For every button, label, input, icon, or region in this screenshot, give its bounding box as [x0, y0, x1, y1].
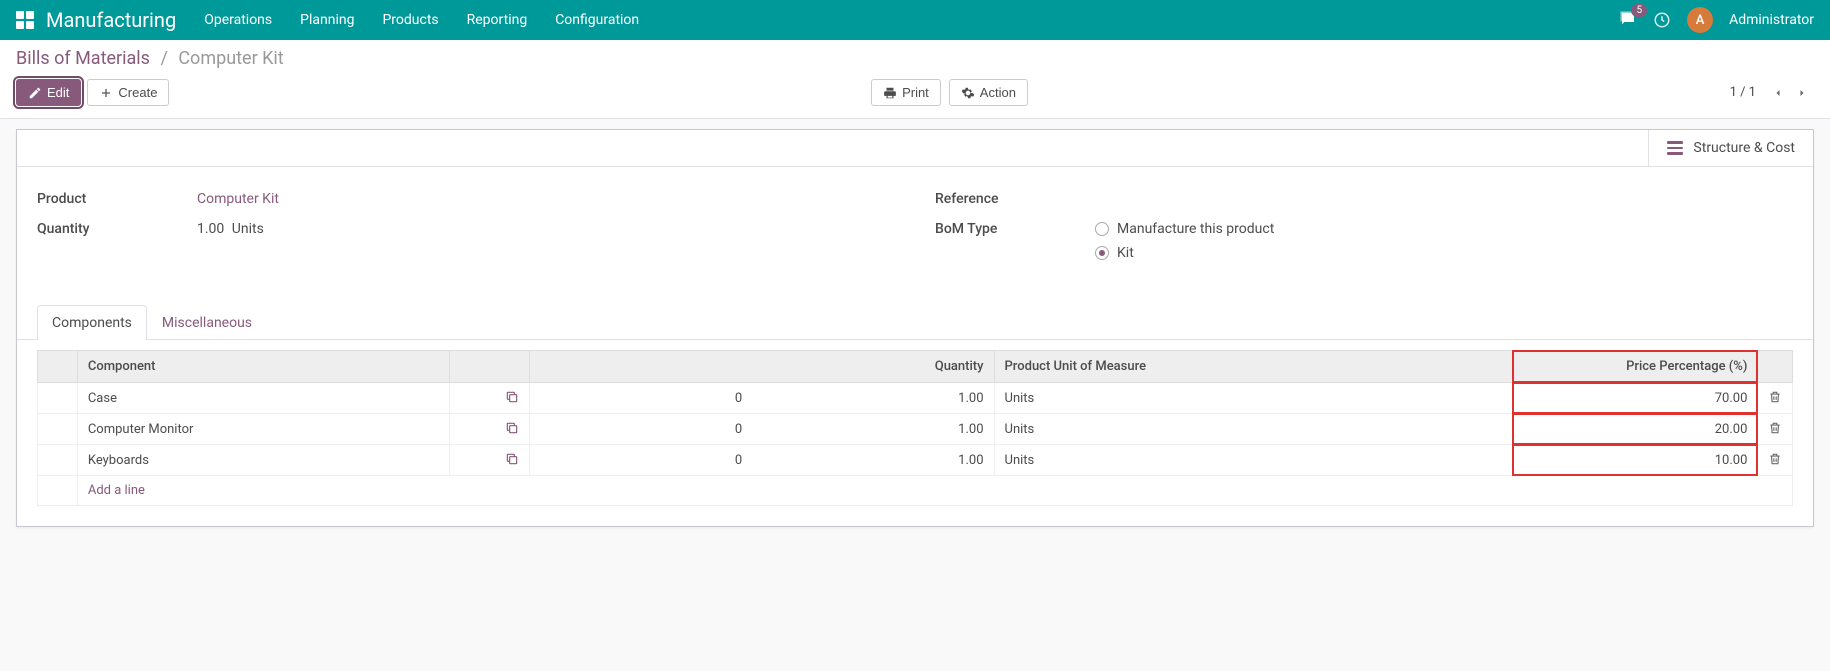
- cell-quantity[interactable]: 0 1.00: [529, 383, 994, 414]
- th-delete: [1758, 351, 1793, 383]
- apps-grid-icon[interactable]: [16, 11, 34, 29]
- delete-row-button[interactable]: [1758, 414, 1793, 445]
- pager-prev-button[interactable]: [1766, 81, 1790, 105]
- menu-configuration[interactable]: Configuration: [555, 12, 639, 28]
- delete-row-button[interactable]: [1758, 445, 1793, 476]
- edit-button[interactable]: Edit: [16, 79, 81, 106]
- cell-component[interactable]: Computer Monitor: [77, 414, 449, 445]
- th-handle: [38, 351, 78, 383]
- tab-components[interactable]: Components: [37, 305, 147, 340]
- app-name[interactable]: Manufacturing: [46, 8, 176, 32]
- breadcrumb-root[interactable]: Bills of Materials: [16, 48, 150, 69]
- drag-handle-icon[interactable]: [38, 383, 78, 414]
- pencil-icon: [28, 86, 42, 100]
- bom-type-manufacture-label: Manufacture this product: [1117, 221, 1274, 237]
- quantity-value: 1.00: [197, 221, 224, 237]
- internal-link-button[interactable]: [449, 383, 529, 414]
- cell-price-percentage[interactable]: 10.00: [1512, 445, 1758, 476]
- th-quantity[interactable]: Quantity: [529, 351, 994, 383]
- th-price-percentage[interactable]: Price Percentage (%): [1512, 351, 1758, 383]
- breadcrumb-separator: /: [160, 48, 167, 69]
- quantity-label: Quantity: [37, 221, 197, 237]
- quantity-uom: Units: [232, 221, 264, 237]
- bom-type-kit-label: Kit: [1117, 245, 1134, 261]
- radio-icon: [1095, 246, 1109, 260]
- bom-type-label: BoM Type: [935, 221, 1095, 237]
- create-button[interactable]: Create: [87, 79, 169, 106]
- product-value[interactable]: Computer Kit: [197, 191, 279, 207]
- button-box: Structure & Cost: [17, 130, 1813, 167]
- cell-quantity[interactable]: 0 1.00: [529, 445, 994, 476]
- menu-products[interactable]: Products: [382, 12, 438, 28]
- messages-badge: 5: [1631, 4, 1647, 17]
- activity-clock-icon[interactable]: [1653, 11, 1671, 29]
- avatar-initial: A: [1696, 13, 1705, 28]
- menu-reporting[interactable]: Reporting: [467, 12, 528, 28]
- th-copy: [449, 351, 529, 383]
- cell-price-percentage[interactable]: 70.00: [1512, 383, 1758, 414]
- tabs: Components Miscellaneous: [17, 305, 1813, 340]
- menu-planning[interactable]: Planning: [300, 12, 354, 28]
- cell-uom[interactable]: Units: [994, 383, 1512, 414]
- table-row[interactable]: Keyboards 0 1.00Units10.00: [38, 445, 1793, 476]
- cell-component[interactable]: Keyboards: [77, 445, 449, 476]
- th-component[interactable]: Component: [77, 351, 449, 383]
- bom-type-kit[interactable]: Kit: [1095, 245, 1274, 261]
- pager-next-button[interactable]: [1790, 81, 1814, 105]
- delete-row-button[interactable]: [1758, 383, 1793, 414]
- print-icon: [883, 86, 897, 100]
- components-table: Component Quantity Product Unit of Measu…: [37, 350, 1793, 506]
- action-button-label: Action: [980, 85, 1016, 100]
- product-label: Product: [37, 191, 197, 207]
- chevron-right-icon: [1796, 87, 1808, 99]
- radio-icon: [1095, 222, 1109, 236]
- avatar[interactable]: A: [1687, 7, 1713, 33]
- menu-operations[interactable]: Operations: [204, 12, 272, 28]
- topbar-right: 5 A Administrator: [1619, 7, 1814, 33]
- cell-uom[interactable]: Units: [994, 445, 1512, 476]
- add-line-button[interactable]: Add a line: [88, 483, 145, 498]
- top-navbar: Manufacturing Operations Planning Produc…: [0, 0, 1830, 40]
- form-sheet: Structure & Cost Product Computer Kit Qu…: [16, 129, 1814, 527]
- pager-text[interactable]: 1 / 1: [1730, 85, 1756, 100]
- reference-label: Reference: [935, 191, 1095, 207]
- breadcrumb-current: Computer Kit: [178, 48, 283, 69]
- table-row[interactable]: Case 0 1.00Units70.00: [38, 383, 1793, 414]
- chevron-left-icon: [1772, 87, 1784, 99]
- tab-miscellaneous[interactable]: Miscellaneous: [147, 305, 267, 340]
- bom-type-radio-group: Manufacture this product Kit: [1095, 221, 1274, 261]
- plus-icon: [99, 86, 113, 100]
- list-icon: [1667, 141, 1683, 155]
- breadcrumb: Bills of Materials / Computer Kit: [16, 48, 1814, 69]
- drag-handle-icon[interactable]: [38, 414, 78, 445]
- messages-button[interactable]: 5: [1619, 10, 1637, 30]
- cell-price-percentage[interactable]: 20.00: [1512, 414, 1758, 445]
- structure-cost-label: Structure & Cost: [1693, 140, 1795, 156]
- drag-handle-icon[interactable]: [38, 445, 78, 476]
- print-button[interactable]: Print: [871, 79, 941, 106]
- cell-uom[interactable]: Units: [994, 414, 1512, 445]
- create-button-label: Create: [118, 85, 157, 100]
- bom-type-manufacture[interactable]: Manufacture this product: [1095, 221, 1274, 237]
- cell-quantity[interactable]: 0 1.00: [529, 414, 994, 445]
- print-button-label: Print: [902, 85, 929, 100]
- internal-link-button[interactable]: [449, 414, 529, 445]
- structure-cost-button[interactable]: Structure & Cost: [1648, 130, 1813, 166]
- control-panel: Bills of Materials / Computer Kit Edit C…: [0, 40, 1830, 119]
- cell-component[interactable]: Case: [77, 383, 449, 414]
- internal-link-button[interactable]: [449, 445, 529, 476]
- pager-nav: [1766, 81, 1814, 105]
- th-uom[interactable]: Product Unit of Measure: [994, 351, 1512, 383]
- table-row[interactable]: Computer Monitor 0 1.00Units20.00: [38, 414, 1793, 445]
- main-menu: Operations Planning Products Reporting C…: [204, 12, 1619, 28]
- user-name[interactable]: Administrator: [1729, 12, 1814, 28]
- edit-button-label: Edit: [47, 85, 69, 100]
- gear-icon: [961, 86, 975, 100]
- action-button[interactable]: Action: [949, 79, 1028, 106]
